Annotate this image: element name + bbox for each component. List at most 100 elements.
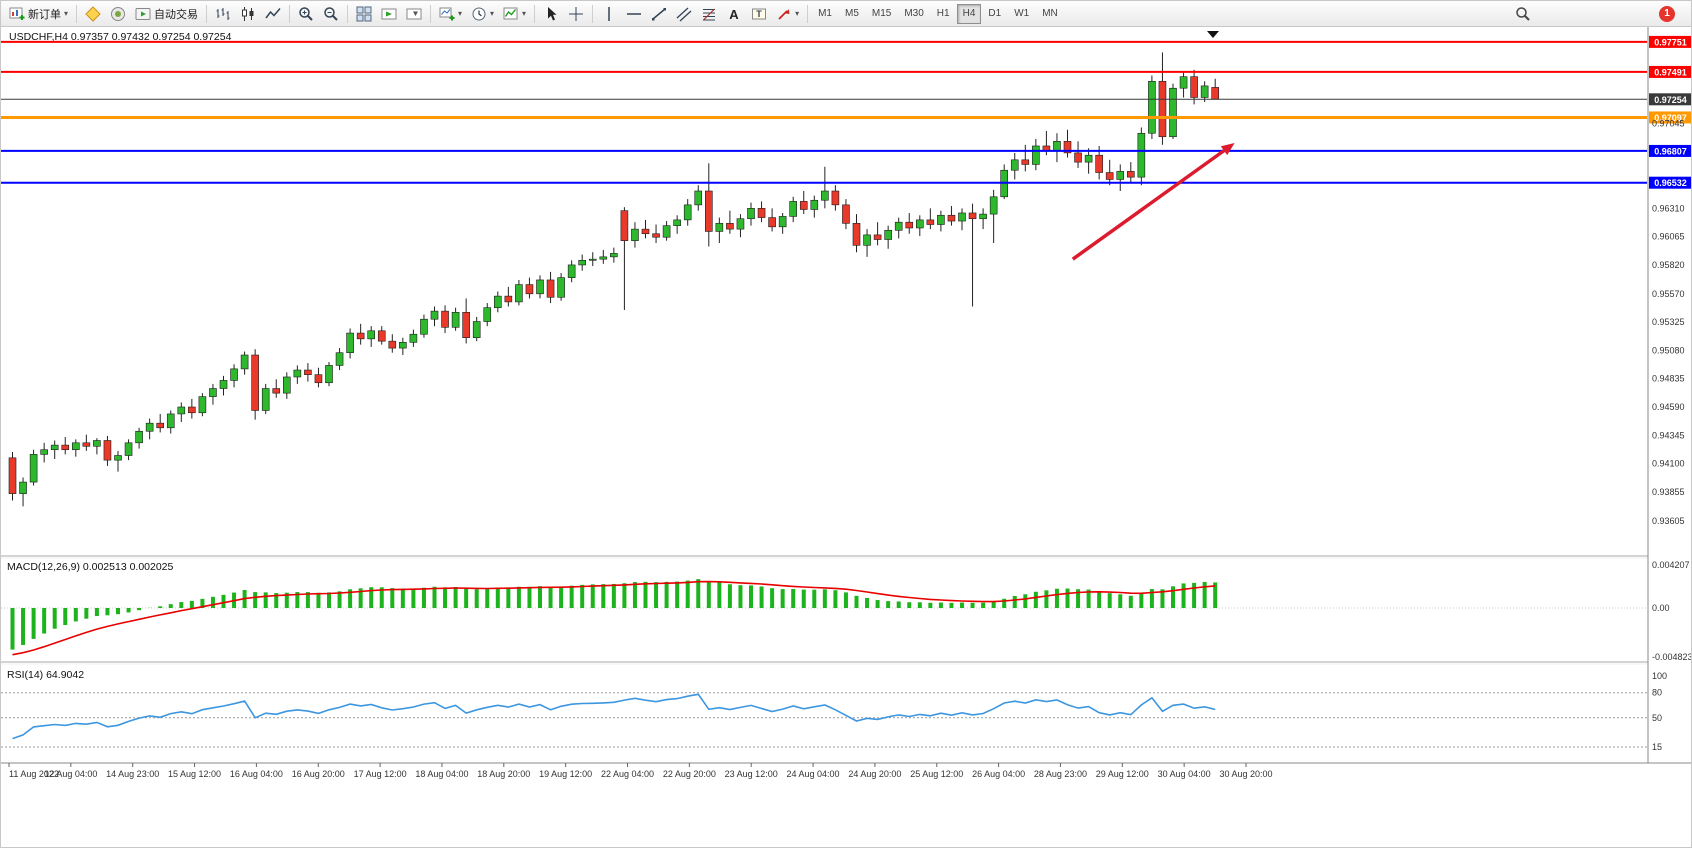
svg-text:19 Aug 12:00: 19 Aug 12:00 bbox=[539, 769, 592, 779]
svg-text:28 Aug 23:00: 28 Aug 23:00 bbox=[1034, 769, 1087, 779]
auto-scroll-button[interactable] bbox=[377, 3, 401, 25]
toolbar-separator bbox=[76, 4, 78, 23]
candlestick-chart-button[interactable] bbox=[236, 3, 260, 25]
new-order-button[interactable]: 新订单 ▾ bbox=[5, 3, 72, 25]
tile-windows-icon bbox=[356, 6, 372, 21]
indicators-button[interactable]: ▾ bbox=[499, 3, 530, 25]
cursor-icon bbox=[548, 6, 557, 20]
arrow-shape-icon bbox=[778, 8, 790, 20]
metaeditor-button[interactable] bbox=[81, 3, 105, 25]
bar-chart-button[interactable] bbox=[211, 3, 235, 25]
svg-text:0.97097: 0.97097 bbox=[1654, 113, 1687, 123]
svg-text:0.93855: 0.93855 bbox=[1652, 487, 1685, 497]
text-tool-button[interactable]: A bbox=[722, 3, 746, 25]
crosshair-icon bbox=[569, 6, 584, 21]
timeframe-button-w1[interactable]: W1 bbox=[1008, 4, 1035, 24]
svg-text:0.96310: 0.96310 bbox=[1652, 203, 1685, 213]
horizontal-line-tool-button[interactable] bbox=[622, 3, 646, 25]
autotrading-button[interactable]: 自动交易 bbox=[131, 3, 202, 25]
svg-text:16 Aug 04:00: 16 Aug 04:00 bbox=[230, 769, 283, 779]
toolbar-right-group: 1 bbox=[1511, 3, 1687, 25]
candlestick-series bbox=[8, 52, 1219, 507]
svg-text:18 Aug 20:00: 18 Aug 20:00 bbox=[477, 769, 530, 779]
svg-text:0.95820: 0.95820 bbox=[1652, 260, 1685, 270]
svg-text:100: 100 bbox=[1652, 671, 1667, 681]
vertical-line-icon bbox=[608, 6, 610, 21]
metaeditor-icon bbox=[85, 5, 101, 22]
chart-shift-button[interactable] bbox=[402, 3, 426, 25]
timeframe-button-d1[interactable]: D1 bbox=[982, 4, 1007, 24]
timeframe-button-m5[interactable]: M5 bbox=[839, 4, 865, 24]
line-chart-icon bbox=[265, 7, 281, 18]
cursor-button[interactable] bbox=[539, 3, 563, 25]
tile-windows-button[interactable] bbox=[352, 3, 376, 25]
rsi-header: RSI(14) 64.9042 bbox=[7, 669, 84, 681]
svg-text:0.97491: 0.97491 bbox=[1654, 67, 1687, 77]
svg-text:14 Aug 23:00: 14 Aug 23:00 bbox=[106, 769, 159, 779]
channel-icon bbox=[676, 7, 692, 21]
dropdown-caret-icon: ▾ bbox=[795, 8, 800, 18]
mql5-community-button[interactable] bbox=[106, 3, 130, 25]
svg-text:15: 15 bbox=[1652, 742, 1662, 752]
autotrading-icon bbox=[135, 7, 151, 20]
svg-text:0.94590: 0.94590 bbox=[1652, 402, 1685, 412]
svg-text:22 Aug 04:00: 22 Aug 04:00 bbox=[601, 769, 654, 779]
timeframe-button-m1[interactable]: M1 bbox=[812, 4, 838, 24]
new-chart-button[interactable]: ▾ bbox=[435, 3, 466, 25]
periods-button[interactable]: ▾ bbox=[467, 3, 498, 25]
channel-tool-button[interactable] bbox=[672, 3, 696, 25]
svg-text:0.96065: 0.96065 bbox=[1652, 232, 1685, 242]
chart-shift-marker[interactable] bbox=[1207, 31, 1219, 38]
price-scale[interactable]: 0.97751 0.97491 0.97254 0.97097 0.96807 0.965… bbox=[1649, 35, 1692, 752]
svg-text:16 Aug 20:00: 16 Aug 20:00 bbox=[292, 769, 345, 779]
dropdown-caret-icon: ▾ bbox=[522, 8, 527, 18]
svg-text:29 Aug 12:00: 29 Aug 12:00 bbox=[1096, 769, 1149, 779]
fibonacci-icon bbox=[703, 8, 716, 20]
svg-text:0.004207: 0.004207 bbox=[1652, 560, 1690, 570]
arrows-tool-button[interactable]: ▾ bbox=[772, 3, 803, 25]
chart-shift-icon bbox=[406, 8, 422, 19]
macd-indicator bbox=[1, 579, 1647, 656]
zoom-in-button[interactable] bbox=[294, 3, 318, 25]
new-chart-icon bbox=[439, 7, 455, 20]
toolbar-separator bbox=[807, 4, 809, 23]
panel-separators[interactable] bbox=[1, 27, 1692, 764]
trend-arrow-annotation[interactable] bbox=[1071, 143, 1235, 261]
search-icon bbox=[1516, 6, 1530, 21]
zoom-out-button[interactable] bbox=[319, 3, 343, 25]
svg-text:0.97751: 0.97751 bbox=[1654, 37, 1687, 47]
trendline-tool-button[interactable] bbox=[647, 3, 671, 25]
vertical-line-tool-button[interactable] bbox=[597, 3, 621, 25]
search-button[interactable] bbox=[1511, 3, 1535, 25]
text-label-tool-button[interactable]: T bbox=[747, 3, 771, 25]
timeframe-button-h4[interactable]: H4 bbox=[956, 3, 982, 24]
crosshair-button[interactable] bbox=[564, 3, 588, 25]
svg-text:0.97254: 0.97254 bbox=[1654, 95, 1687, 105]
dropdown-caret-icon: ▾ bbox=[490, 8, 495, 18]
clock-icon bbox=[472, 7, 486, 20]
svg-text:30 Aug 20:00: 30 Aug 20:00 bbox=[1219, 769, 1272, 779]
macd-header: MACD(12,26,9) 0.002513 0.002025 bbox=[7, 561, 174, 573]
svg-text:26 Aug 04:00: 26 Aug 04:00 bbox=[972, 769, 1025, 779]
candlestick-icon bbox=[242, 6, 254, 21]
timeframe-button-m30[interactable]: M30 bbox=[898, 4, 929, 24]
svg-text:12 Aug 04:00: 12 Aug 04:00 bbox=[44, 769, 97, 779]
new-order-label: 新订单 bbox=[28, 8, 61, 21]
notification-badge[interactable]: 1 bbox=[1659, 5, 1675, 22]
svg-text:0.95570: 0.95570 bbox=[1652, 289, 1685, 299]
fibonacci-tool-button[interactable] bbox=[697, 3, 721, 25]
line-chart-button[interactable] bbox=[261, 3, 285, 25]
svg-text:A: A bbox=[729, 7, 739, 22]
timeframe-button-mn[interactable]: MN bbox=[1036, 4, 1064, 24]
bar-chart-icon bbox=[216, 7, 230, 20]
svg-text:24 Aug 20:00: 24 Aug 20:00 bbox=[848, 769, 901, 779]
rsi-indicator bbox=[1, 692, 1647, 748]
timeframe-button-h1[interactable]: H1 bbox=[931, 4, 956, 24]
chart-canvas[interactable]: 0.97751 0.97491 0.97254 0.97097 0.96807 0.965… bbox=[1, 27, 1692, 848]
svg-text:0.94100: 0.94100 bbox=[1652, 459, 1685, 469]
toolbar-separator bbox=[347, 4, 349, 23]
timeframe-button-m15[interactable]: M15 bbox=[866, 4, 897, 24]
horizontal-level-lines[interactable] bbox=[1, 40, 1647, 184]
